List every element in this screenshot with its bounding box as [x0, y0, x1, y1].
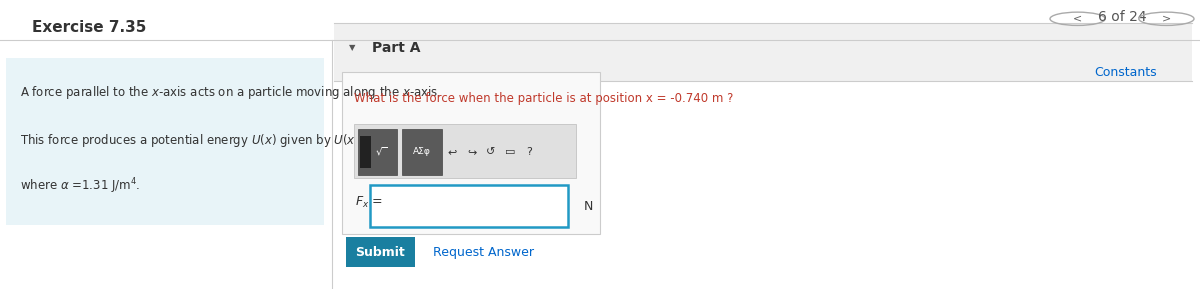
- Text: ▼: ▼: [349, 43, 355, 52]
- FancyBboxPatch shape: [354, 124, 576, 178]
- Text: ↪: ↪: [467, 147, 476, 157]
- FancyBboxPatch shape: [6, 58, 324, 225]
- Text: ?: ?: [527, 147, 532, 157]
- FancyBboxPatch shape: [358, 129, 397, 175]
- Text: N: N: [583, 200, 593, 212]
- FancyBboxPatch shape: [370, 185, 568, 227]
- FancyBboxPatch shape: [334, 23, 1192, 81]
- Text: A force parallel to the $x$-axis acts on a particle moving along the $x$-axis.: A force parallel to the $x$-axis acts on…: [20, 84, 442, 101]
- FancyBboxPatch shape: [346, 237, 415, 267]
- Text: where $\alpha$ =1.31 J/m$^4$.: where $\alpha$ =1.31 J/m$^4$.: [20, 176, 140, 196]
- FancyBboxPatch shape: [402, 129, 442, 175]
- Text: Exercise 7.35: Exercise 7.35: [32, 20, 146, 35]
- FancyBboxPatch shape: [360, 136, 371, 168]
- Text: ▭: ▭: [505, 147, 515, 157]
- Text: Submit: Submit: [355, 246, 406, 259]
- FancyBboxPatch shape: [342, 72, 600, 234]
- Text: ↩: ↩: [448, 147, 457, 157]
- Text: Constants: Constants: [1094, 66, 1157, 79]
- Text: Request Answer: Request Answer: [433, 246, 534, 259]
- Text: This force produces a potential energy $U(x)$ given by $U(x) = \alpha\, x^4$: This force produces a potential energy $…: [20, 131, 397, 151]
- Text: What is the force when the particle is at position x = -0.740 m ?: What is the force when the particle is a…: [354, 92, 733, 105]
- Text: Part A: Part A: [372, 41, 420, 55]
- Text: 6 of 24: 6 of 24: [1098, 10, 1146, 24]
- Text: $F_x$ =: $F_x$ =: [355, 195, 383, 210]
- Text: >: >: [1162, 14, 1171, 24]
- Text: ↺: ↺: [486, 147, 496, 157]
- Text: $\sqrt{\,}$: $\sqrt{\,}$: [376, 145, 388, 158]
- Text: <: <: [1073, 14, 1082, 24]
- Text: ΑΣφ: ΑΣφ: [413, 147, 431, 156]
